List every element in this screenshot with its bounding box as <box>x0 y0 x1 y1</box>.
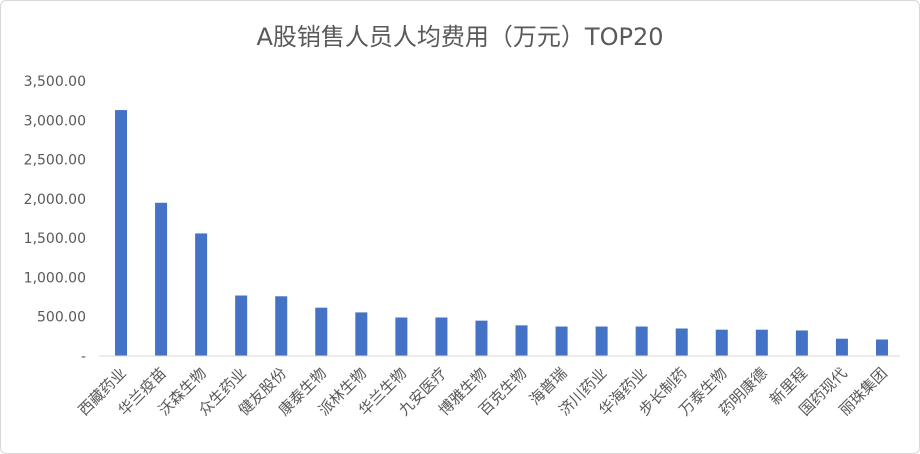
y-tick-label: 3,500.00 <box>24 74 86 90</box>
y-tick-label: 1,000.00 <box>24 270 86 286</box>
y-tick-label: 2,500.00 <box>24 153 86 169</box>
bar-6 <box>315 307 328 356</box>
bar-12 <box>555 326 568 356</box>
bar-10 <box>475 320 488 356</box>
y-tick-label: 500.00 <box>37 310 86 326</box>
bar-2 <box>155 202 168 356</box>
bar-5 <box>275 296 288 356</box>
y-axis: - 500.00 1,000.00 1,500.00 2,000.00 2,500.00 3… <box>24 74 86 365</box>
bar-20 <box>875 339 888 356</box>
bar-8 <box>395 317 408 356</box>
bar-13 <box>595 326 608 356</box>
bar-18 <box>795 330 808 356</box>
bar-16 <box>715 329 728 356</box>
bar-3 <box>195 233 208 356</box>
bar-7 <box>355 312 368 356</box>
bar-9 <box>435 317 448 356</box>
bar-4 <box>235 295 248 356</box>
x-axis: 西藏药业华兰疫苗沃森生物众生药业健友股份康泰生物派林生物华兰生物九安医疗博雅生物… <box>75 364 891 419</box>
bar-15 <box>675 328 688 356</box>
chart-title: A股销售人员人均费用（万元）TOP20 <box>257 23 664 51</box>
bar-11 <box>515 325 528 356</box>
y-tick-label: 2,000.00 <box>24 192 86 208</box>
bar-17 <box>755 329 768 356</box>
bar-1 <box>115 110 128 356</box>
y-tick-label: - <box>81 349 86 365</box>
bar-19 <box>835 338 848 356</box>
bar-14 <box>635 326 648 356</box>
y-tick-label: 3,000.00 <box>24 113 86 129</box>
y-tick-label: 1,500.00 <box>24 231 86 247</box>
bars-group <box>115 110 888 356</box>
